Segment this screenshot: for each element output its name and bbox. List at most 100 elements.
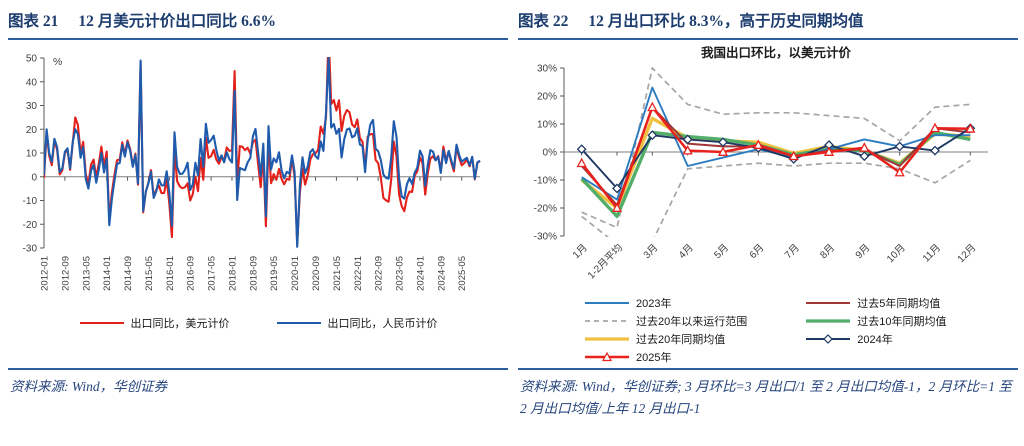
svg-text:-30%: -30% [534, 232, 557, 243]
right-series [576, 67, 976, 237]
figure-22-source-rule [518, 368, 1018, 370]
svg-text:2022-01: 2022-01 [353, 256, 364, 291]
legend-label: 出口同比，美元计价 [130, 318, 230, 330]
triangle-marker [894, 166, 905, 177]
svg-text:2021-05: 2021-05 [332, 256, 343, 291]
series-range-20y [581, 159, 971, 237]
svg-text:2016-09: 2016-09 [186, 256, 197, 291]
diamond-marker [894, 141, 905, 152]
svg-text:2023-05: 2023-05 [395, 256, 406, 291]
svg-text:2020-09: 2020-09 [311, 256, 322, 291]
svg-text:2013-05: 2013-05 [81, 256, 92, 291]
svg-text:2018-09: 2018-09 [248, 256, 259, 291]
triangle-marker [929, 122, 941, 133]
legend-item-range-20y: 过去20年以来运行范围 [584, 314, 747, 328]
legend-swatch-y2023 [585, 302, 629, 304]
series-y2025 [580, 105, 971, 210]
figure-22-tag: 图表 22 [518, 13, 569, 30]
legend-swatch-avg-10y [806, 319, 851, 323]
triangle-marker [823, 146, 835, 156]
svg-text:-10: -10 [23, 196, 38, 207]
svg-text:12月: 12月 [955, 242, 978, 265]
legend-swatch-range-20y [585, 320, 629, 322]
legend-item-y2024: 2024年 [805, 332, 946, 346]
figure-22-header-rule [518, 38, 1018, 40]
legend-label: 2024年 [857, 334, 893, 346]
triangle-marker [576, 157, 587, 168]
figure-21-source: 资料来源: Wind，华创证券 [10, 379, 168, 394]
svg-text:4月: 4月 [676, 242, 695, 261]
legend-item-y2023: 2023年 [584, 296, 747, 310]
figure-21-title: 12 月美元计价出口同比 6.6% [78, 13, 277, 30]
legend-item-cny-yoy: 出口同比，人民币计价 [276, 316, 438, 330]
svg-text:2017-05: 2017-05 [207, 256, 218, 291]
legend-item-usd-yoy: 出口同比，美元计价 [79, 316, 230, 330]
figure-22-header: 图表 22 12 月出口环比 8.3%，高于历史同期均值 [518, 8, 1018, 36]
svg-text:30%: 30% [537, 64, 557, 75]
legend-column: 过去5年同期均值 过去10年同期均值 2024年 [805, 296, 947, 364]
legend-label: 过去10年同期均值 [857, 316, 947, 328]
panel-chart-21: 图表 21 12 月美元计价出口同比 6.6% -30 -20 -10 0 10 20 30 4… [8, 8, 508, 438]
export-mom-chart: 我国出口环比，以美元计价 -30% -20% -10% 0% 10% 20% 30% 1月1-2… [534, 45, 988, 282]
svg-text:10%: 10% [537, 120, 557, 131]
legend-item-avg-20y: 过去20年同期均值 [584, 332, 747, 346]
diamond-marker [930, 145, 940, 156]
legend-swatch-cny-yoy [276, 321, 321, 325]
svg-text:1月: 1月 [570, 242, 589, 261]
svg-text:7月: 7月 [782, 242, 801, 261]
chart-title: 我国出口环比，以美元计价 [701, 45, 852, 60]
svg-text:1-2月平均: 1-2月平均 [585, 242, 625, 282]
figure-21-header: 图表 21 12 月美元计价出口同比 6.6% [8, 8, 508, 36]
svg-text:2025-05: 2025-05 [457, 256, 468, 291]
triangle-marker [859, 142, 870, 152]
legend-swatch-y2025 [585, 351, 629, 362]
svg-text:2024-09: 2024-09 [436, 256, 447, 291]
legend-item-y2025: 2025年 [584, 350, 747, 364]
svg-text:-30: -30 [23, 244, 38, 255]
svg-text:8月: 8月 [818, 242, 837, 261]
svg-text:2018-01: 2018-01 [227, 256, 238, 291]
legend-item-avg-10y: 过去10年同期均值 [805, 314, 947, 328]
svg-text:20%: 20% [537, 92, 557, 103]
figure-22-source: 资料来源: Wind，华创证券; 3 月环比=3 月出口/1 至 2 月出口均值… [520, 379, 1012, 416]
legend-label: 过去5年同期均值 [857, 298, 941, 310]
legend-label: 2025年 [636, 352, 672, 364]
svg-text:11月: 11月 [920, 242, 943, 265]
svg-text:6月: 6月 [747, 242, 766, 261]
svg-text:2014-01: 2014-01 [102, 256, 113, 291]
figure-22-title: 12 月出口环比 8.3%，高于历史同期均值 [588, 13, 864, 30]
triangle-marker [647, 101, 658, 112]
legend-swatch-avg-20y [585, 337, 629, 341]
triangle-marker [965, 123, 976, 133]
svg-text:30: 30 [26, 101, 38, 112]
series-cny-yoy [44, 57, 481, 248]
diamond-marker [682, 134, 693, 145]
svg-text:2019-05: 2019-05 [269, 256, 280, 291]
svg-text:2020-01: 2020-01 [290, 256, 301, 291]
legend-column: 2023年过去20年以来运行范围 过去20年同期均值 2025年 [584, 296, 747, 364]
y-axis-unit: % [53, 56, 62, 68]
svg-text:50: 50 [26, 54, 38, 65]
legend-label: 出口同比，人民币计价 [327, 318, 438, 330]
diamond-marker [576, 144, 587, 155]
svg-text:2016-01: 2016-01 [165, 256, 176, 291]
svg-text:3月: 3月 [641, 242, 660, 261]
triangle-marker [611, 202, 623, 212]
svg-text:40: 40 [26, 77, 38, 88]
svg-text:2022-09: 2022-09 [374, 256, 385, 291]
figure-21-header-rule [8, 38, 508, 40]
triangle-marker [788, 150, 799, 161]
legend-label: 过去20年同期均值 [636, 334, 726, 346]
svg-text:2012-09: 2012-09 [60, 256, 71, 291]
legend-label: 过去20年以来运行范围 [636, 316, 748, 328]
legend-swatch-y2024 [806, 334, 851, 344]
legend-item-avg-5y: 过去5年同期均值 [805, 296, 946, 310]
svg-text:0: 0 [31, 172, 37, 183]
export-yoy-chart: -30 -20 -10 0 10 20 30 40 50 % 2012-01 2012-09 2013-… [23, 54, 481, 291]
export-yoy-legend: 出口同比，美元计价 出口同比，人民币计价 [8, 316, 508, 330]
diamond-marker [859, 151, 870, 162]
svg-text:-20: -20 [23, 220, 38, 231]
series-range-20y [581, 67, 971, 229]
svg-text:-10%: -10% [534, 176, 557, 187]
